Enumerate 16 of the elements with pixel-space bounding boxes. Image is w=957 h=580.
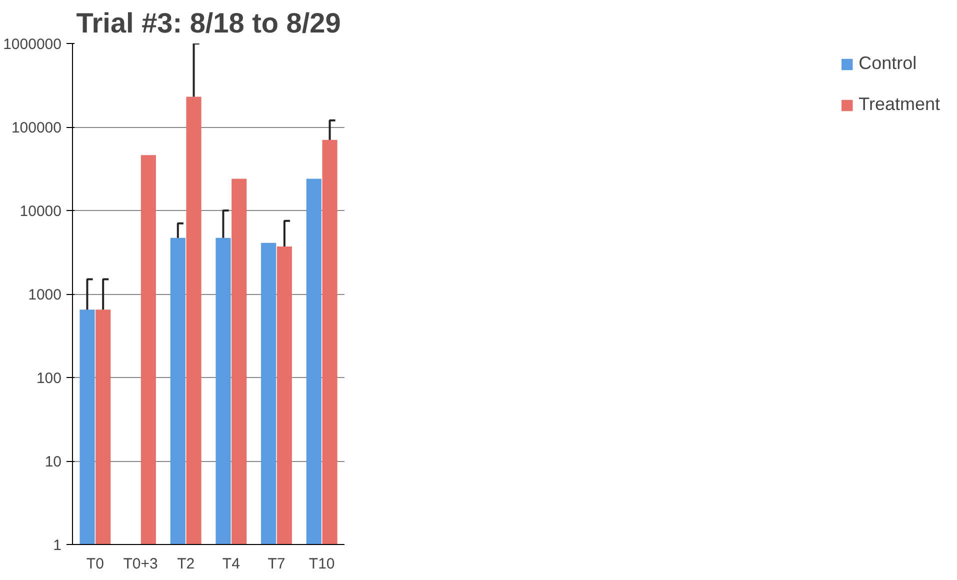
y-tick-label: 1 (53, 537, 62, 554)
x-tick-label: T7 (268, 556, 286, 572)
y-tick-label: 100000 (11, 120, 62, 136)
legend-label: Treatment (858, 94, 940, 115)
chart-title: Trial #3: 8/18 to 8/29 (76, 8, 341, 38)
x-tick-label: T0+3 (123, 556, 158, 572)
y-tick-label: 1000 (28, 286, 62, 304)
y-tick-label: 100 (36, 370, 62, 387)
y-tick-label: 10 (44, 454, 62, 470)
legend-label: Control (858, 53, 917, 74)
x-tick-label: T10 (308, 556, 335, 572)
x-tick-label: T0 (86, 556, 104, 572)
y-tick-label: 1000000 (3, 36, 62, 53)
x-tick-label: T2 (177, 556, 195, 572)
y-tick-label: 10000 (20, 203, 62, 220)
x-tick-label: T4 (222, 556, 240, 572)
